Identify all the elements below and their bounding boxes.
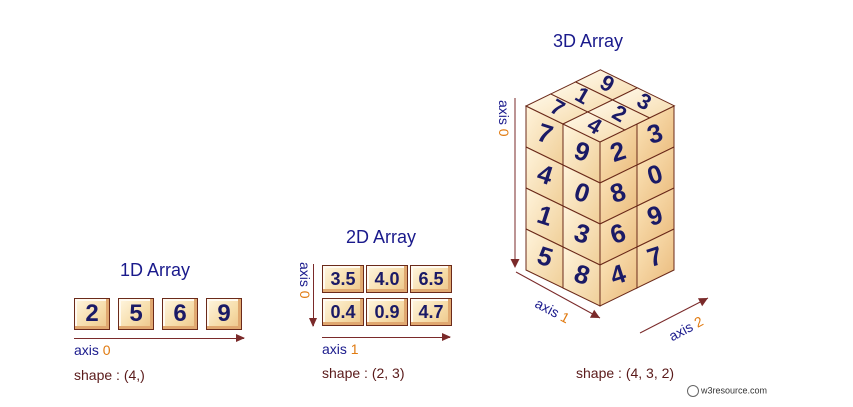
cell-1d-3: 9 <box>206 298 242 330</box>
axis2-arrowhead-3d <box>697 298 708 307</box>
axis0-arrowhead-3d <box>510 259 520 268</box>
title-2d: 2D Array <box>346 227 417 247</box>
cell-2d-1-0: 0.4 <box>322 298 364 326</box>
cell-2d-0-2: 6.5 <box>410 265 452 293</box>
credit: w3resource.com <box>686 385 767 397</box>
shape-3d: shape : (4, 3, 2) <box>576 365 675 381</box>
cell-1d-1: 5 <box>118 298 154 330</box>
cell-1d-2: 6 <box>162 298 198 330</box>
axis2-arrow-3d <box>639 297 709 334</box>
logo-icon <box>686 385 699 397</box>
axis0-arrow-1d <box>74 334 245 342</box>
axis0-arrow-2d <box>309 264 317 327</box>
title-1d: 1D Array <box>120 260 191 280</box>
axis1-label-2d: axis 1 <box>322 341 359 357</box>
shape-2d: shape : (2, 3) <box>322 365 405 381</box>
axis1-arrow-2d <box>322 333 451 341</box>
axis0-label-3d: axis 0 <box>496 100 512 137</box>
cell-2d-0-0: 3.5 <box>322 265 364 293</box>
shape-1d: shape : (4,) <box>74 367 145 383</box>
cell-2d-1-1: 0.9 <box>366 298 408 326</box>
cell-2d-0-1: 4.0 <box>366 265 408 293</box>
title-3d: 3D Array <box>553 31 624 51</box>
axis1-arrow-3d <box>515 271 601 319</box>
axis1-arrowhead-3d <box>589 309 600 318</box>
cell-1d-0: 2 <box>74 298 110 330</box>
axis0-label-1d: axis 0 <box>74 342 111 358</box>
cell-2d-1-2: 4.7 <box>410 298 452 326</box>
